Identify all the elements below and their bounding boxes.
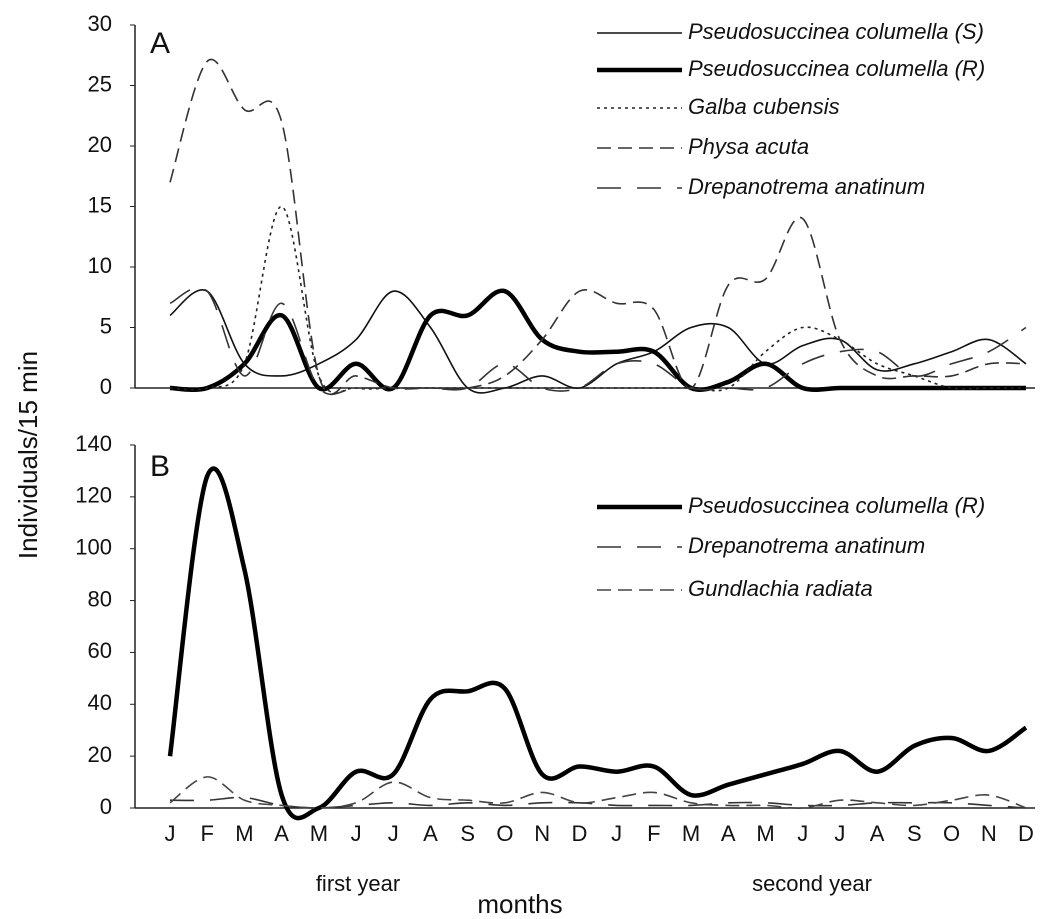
x-tick-label: A (274, 821, 289, 846)
x-tick-label: J (834, 821, 845, 846)
series-line (169, 288, 1026, 393)
legend-label: Pseudosuccinea columella (R) (688, 56, 985, 81)
x-tick-label: J (388, 821, 399, 846)
legend-label: Drepanotrema anatinum (688, 533, 925, 558)
panel-label: A (150, 27, 170, 60)
y-tick-label: 0 (100, 794, 112, 819)
x-axis-label: months (477, 889, 562, 919)
y-tick-label: 40 (88, 690, 112, 715)
y-tick-label: 20 (88, 742, 112, 767)
panel-label: B (150, 450, 170, 483)
x-tick-label: J (351, 821, 362, 846)
x-tick-label: A (721, 821, 736, 846)
y-tick-label: 0 (100, 374, 112, 399)
x-tick-label: A (423, 821, 438, 846)
series-line (167, 466, 1028, 821)
series-line (169, 58, 1027, 395)
legend-label: Gundlachia radiata (688, 576, 873, 601)
y-axis-label: Individuals/15 min (13, 351, 43, 559)
x-tick-label: M (756, 821, 774, 846)
legend-label: Drepanotrema anatinum (688, 174, 925, 199)
y-tick-label: 25 (88, 71, 112, 96)
x-tick-label: D (571, 821, 587, 846)
x-tick-label: J (165, 821, 176, 846)
x-tick-label: O (943, 821, 960, 846)
legend-label: Physa acuta (688, 134, 809, 159)
x-tick-label: N (534, 821, 550, 846)
legend-label: Pseudosuccinea columella (R) (688, 493, 985, 518)
y-tick-label: 120 (75, 483, 112, 508)
x-tick-label: D (1018, 821, 1034, 846)
y-tick-label: 15 (88, 192, 112, 217)
x-tick-label: M (310, 821, 328, 846)
x-tick-label: N (981, 821, 997, 846)
x-tick-label: M (682, 821, 700, 846)
y-tick-label: 80 (88, 586, 112, 611)
y-tick-label: 20 (88, 132, 112, 157)
y-tick-label: 60 (88, 638, 112, 663)
x-tick-label: F (647, 821, 660, 846)
x-group-label: second year (752, 871, 872, 896)
x-tick-label: J (611, 821, 622, 846)
series-line (169, 205, 1026, 394)
legend-label: Galba cubensis (688, 94, 840, 119)
series-line (169, 796, 1027, 809)
x-tick-label: A (870, 821, 885, 846)
x-tick-label: O (496, 821, 513, 846)
y-tick-label: 5 (100, 313, 112, 338)
x-tick-label: S (460, 821, 475, 846)
series-line (169, 776, 1027, 809)
x-tick-label: J (797, 821, 808, 846)
y-tick-label: 100 (75, 535, 112, 560)
legend-label: Pseudosuccinea columella (S) (688, 19, 984, 44)
y-tick-label: 30 (88, 11, 112, 36)
x-tick-label: F (200, 821, 213, 846)
x-tick-label: M (235, 821, 253, 846)
x-tick-label: S (907, 821, 922, 846)
y-tick-label: 10 (88, 253, 112, 278)
x-group-label: first year (316, 871, 400, 896)
y-tick-label: 140 (75, 431, 112, 456)
